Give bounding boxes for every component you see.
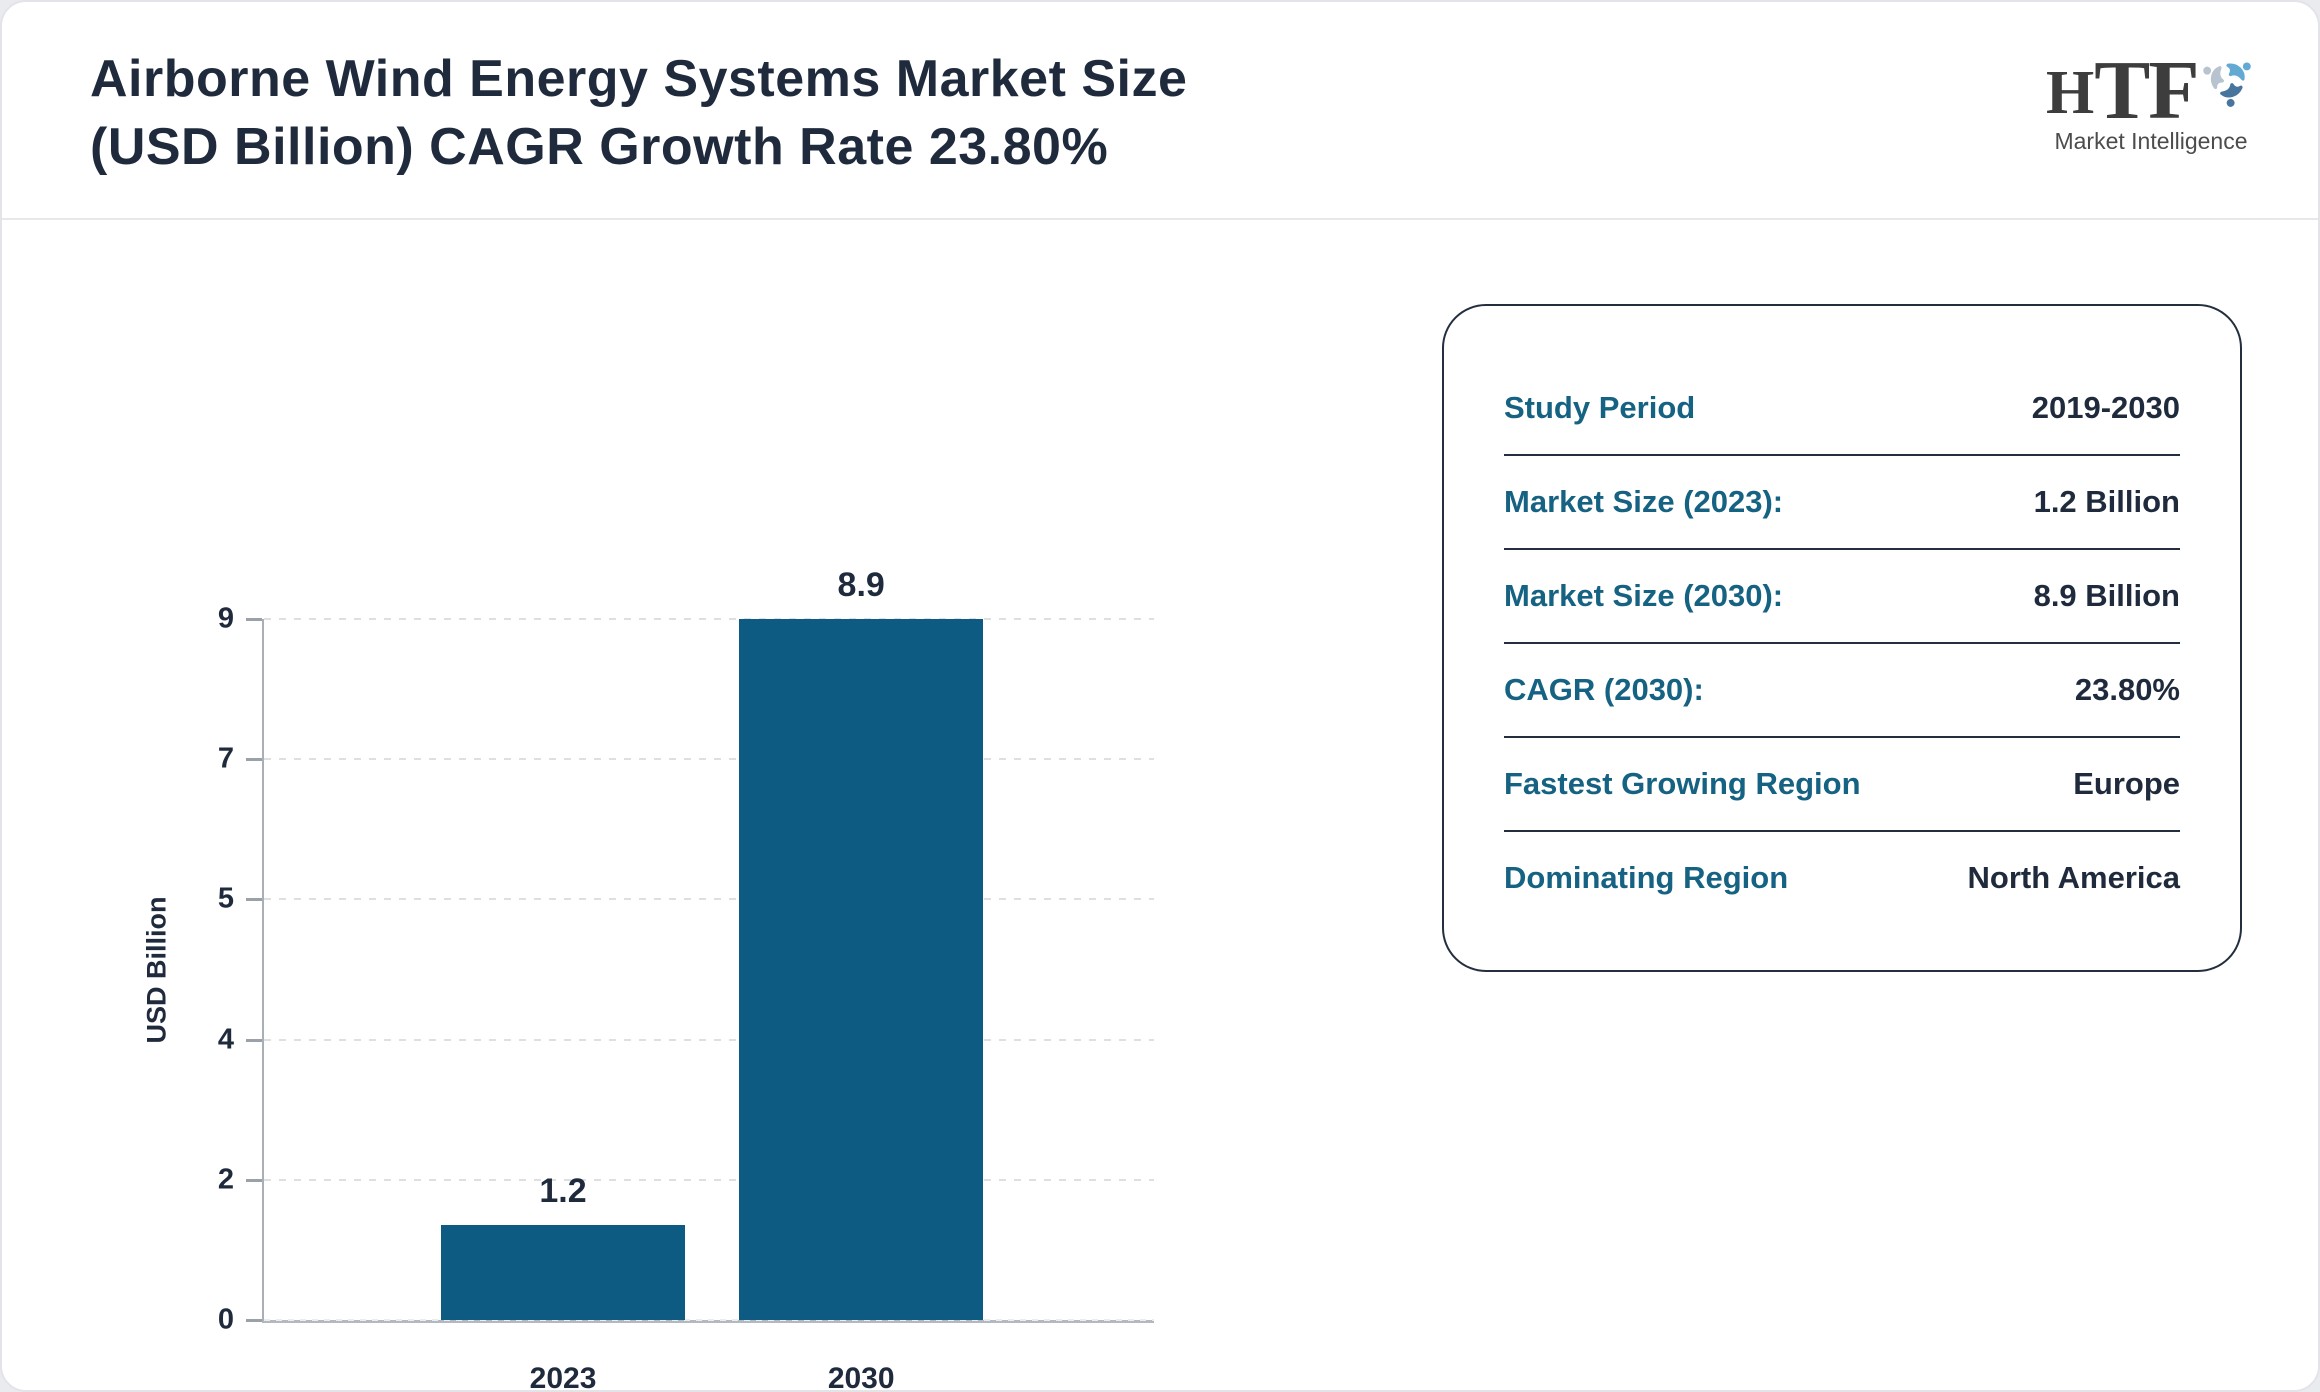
bar-value-label: 1.2: [539, 1172, 587, 1211]
panel-row-cagr: CAGR (2030): 23.80%: [1504, 644, 2180, 738]
htf-logo-letter-h: H: [2046, 59, 2095, 127]
header-divider: [2, 218, 2318, 220]
bar-2030: [739, 619, 984, 1320]
panel-label: Dominating Region: [1504, 860, 1789, 895]
htf-logo-wordmark: H TF: [2046, 30, 2256, 138]
htf-swirl-icon: [2202, 62, 2251, 107]
htf-logo: H TF Market Intelligence: [2046, 30, 2256, 155]
y-tick-label: 4: [217, 1023, 234, 1056]
panel-value: 2019-2030: [2031, 390, 2180, 425]
y-tick-mark: [246, 618, 262, 621]
htf-logo-subtitle: Market Intelligence: [2054, 128, 2248, 154]
plot-area: 0 2 4 5 7 9 1.2 2023 8.9 2030: [218, 566, 1154, 1390]
header: Airborne Wind Energy Systems Market Size…: [2, 2, 2318, 220]
panel-row-study-period: Study Period 2019-2030: [1504, 362, 2180, 456]
bar-chart: USD Billion 0 2 4 5 7 9 1.2 2023 8.9 2030: [2, 220, 1252, 1390]
y-tick-label: 0: [217, 1303, 234, 1336]
htf-logo-letters-tf: TF: [2094, 44, 2199, 138]
gridline: [264, 1038, 1154, 1041]
panel-label: Fastest Growing Region: [1504, 766, 1861, 801]
gridline: [264, 1178, 1154, 1181]
gridline: [264, 618, 1154, 620]
y-tick-label: 9: [217, 602, 234, 635]
panel-label: Market Size (2023):: [1504, 484, 1784, 519]
panel-value: Europe: [2073, 766, 2180, 801]
x-tick-label: 2023: [529, 1362, 597, 1392]
y-tick-mark: [246, 1038, 262, 1042]
panel-row-market-size-2023: Market Size (2023): 1.2 Billion: [1504, 456, 2180, 550]
x-tick-label: 2030: [827, 1362, 895, 1392]
panel-value: North America: [1967, 860, 2180, 895]
gridline: [264, 758, 1154, 761]
panel-row-fastest-growing-region: Fastest Growing Region Europe: [1504, 738, 2180, 832]
panel-label: Study Period: [1504, 390, 1696, 425]
y-tick-label: 7: [217, 742, 234, 775]
summary-panel: Study Period 2019-2030 Market Size (2023…: [1442, 304, 2242, 972]
panel-label: CAGR (2030):: [1504, 672, 1704, 707]
y-tick-mark: [246, 1178, 262, 1182]
page-title-line2: (USD Billion) CAGR Growth Rate 23.80%: [90, 117, 1109, 176]
gridline: [264, 1319, 1154, 1321]
panel-value: 8.9 Billion: [2033, 578, 2180, 613]
panel-label: Market Size (2030):: [1504, 578, 1784, 613]
y-tick-mark: [246, 1319, 262, 1322]
page-title: Airborne Wind Energy Systems Market Size…: [90, 46, 1390, 181]
y-tick-label: 2: [217, 1163, 234, 1196]
y-tick-label: 5: [217, 882, 234, 915]
bar-value-label: 8.9: [837, 566, 885, 604]
bar-2023: [441, 1225, 685, 1320]
panel-value: 1.2 Billion: [2033, 484, 2180, 519]
panel-row-dominating-region: Dominating Region North America: [1504, 832, 2180, 924]
y-axis-title: USD Billion: [141, 896, 172, 1044]
page-title-line1: Airborne Wind Energy Systems Market Size: [90, 50, 1188, 108]
y-tick-mark: [246, 758, 262, 762]
panel-value: 23.80%: [2074, 672, 2180, 707]
gridline: [264, 898, 1154, 901]
y-tick-mark: [246, 898, 262, 902]
panel-row-market-size-2030: Market Size (2030): 8.9 Billion: [1504, 550, 2180, 644]
